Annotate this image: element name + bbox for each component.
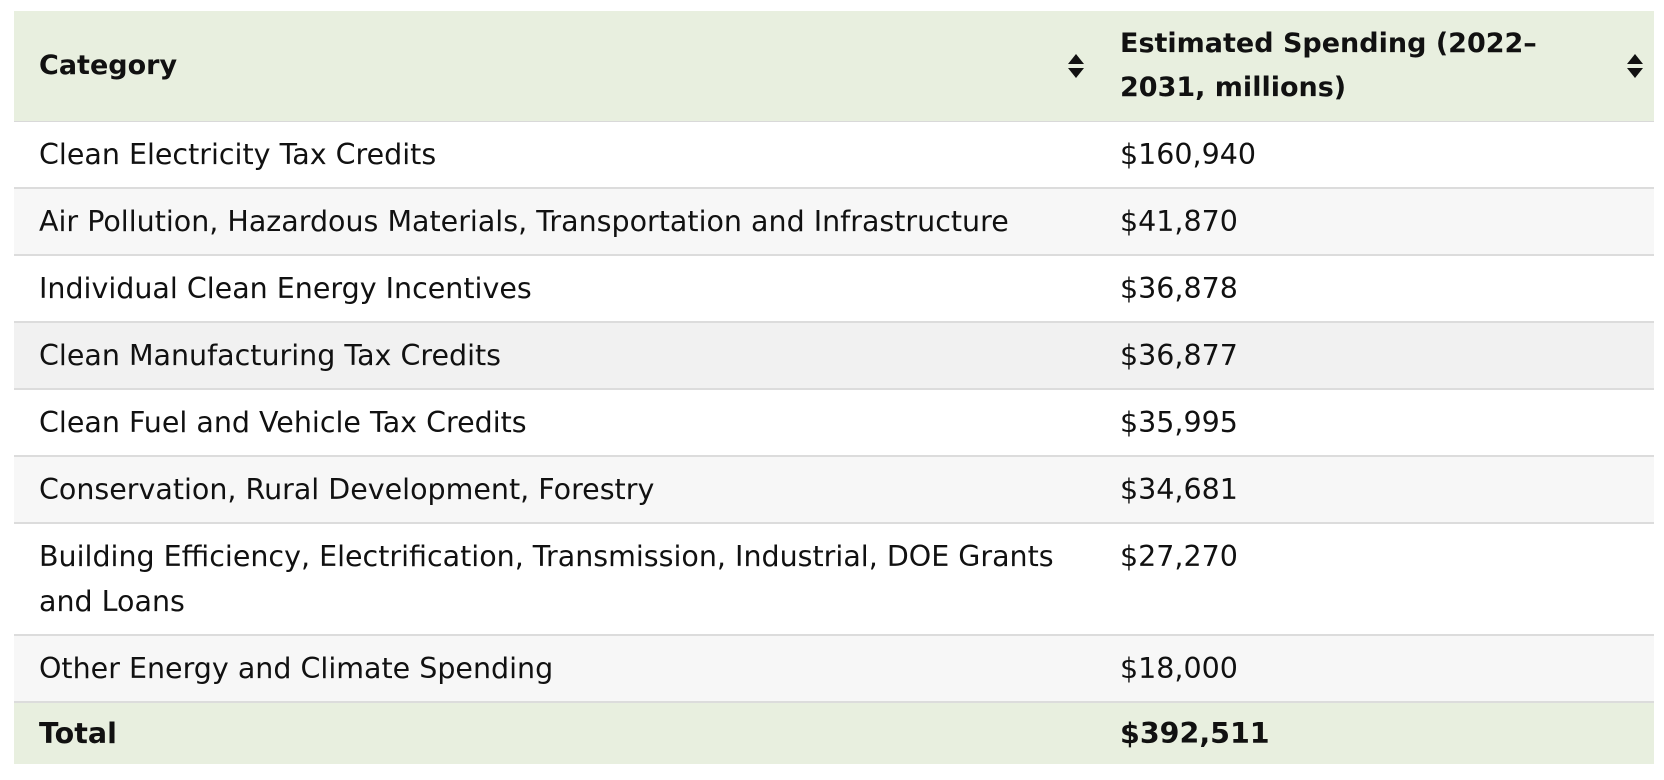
- column-header-spending[interactable]: Estimated Spending (2022–2031, millions): [1095, 11, 1654, 122]
- table-row: Conservation, Rural Development, Forestr…: [14, 456, 1654, 524]
- table-row: Clean Electricity Tax Credits $160,940: [14, 121, 1654, 189]
- table-row: Other Energy and Climate Spending $18,00…: [14, 635, 1654, 703]
- category-cell: Conservation, Rural Development, Forestr…: [14, 456, 1095, 524]
- table-row: Clean Fuel and Vehicle Tax Credits $35,9…: [14, 389, 1654, 457]
- sort-updown-icon[interactable]: [1067, 53, 1085, 79]
- table-total-row: Total $392,511: [14, 702, 1654, 764]
- table-header-row: Category Estimated Spending (2022–2031, …: [14, 11, 1654, 122]
- table-row: Clean Manufacturing Tax Credits $36,877: [14, 322, 1654, 390]
- spending-cell: $27,270: [1095, 523, 1654, 636]
- column-header-label: Category: [39, 50, 178, 81]
- spending-cell: $35,995: [1095, 389, 1654, 457]
- category-cell: Clean Fuel and Vehicle Tax Credits: [14, 389, 1095, 457]
- table-row: Building Efficiency, Electrification, Tr…: [14, 523, 1654, 636]
- spending-table-container: Category Estimated Spending (2022–2031, …: [14, 11, 1654, 764]
- column-header-category[interactable]: Category: [14, 11, 1095, 122]
- category-cell: Individual Clean Energy Incentives: [14, 255, 1095, 323]
- category-cell: Air Pollution, Hazardous Materials, Tran…: [14, 188, 1095, 256]
- spending-cell: $34,681: [1095, 456, 1654, 524]
- category-cell: Other Energy and Climate Spending: [14, 635, 1095, 703]
- spending-cell: $18,000: [1095, 635, 1654, 703]
- table-row: Individual Clean Energy Incentives $36,8…: [14, 255, 1654, 323]
- category-cell: Building Efficiency, Electrification, Tr…: [14, 523, 1095, 636]
- column-header-label: Estimated Spending (2022–2031, millions): [1120, 28, 1537, 103]
- category-cell: Clean Electricity Tax Credits: [14, 121, 1095, 189]
- spending-table: Category Estimated Spending (2022–2031, …: [14, 11, 1654, 764]
- sort-updown-icon[interactable]: [1626, 53, 1644, 79]
- spending-cell: $36,878: [1095, 255, 1654, 323]
- total-value: $392,511: [1095, 702, 1654, 764]
- spending-cell: $36,877: [1095, 322, 1654, 390]
- spending-cell: $41,870: [1095, 188, 1654, 256]
- table-row: Air Pollution, Hazardous Materials, Tran…: [14, 188, 1654, 256]
- spending-cell: $160,940: [1095, 121, 1654, 189]
- category-cell: Clean Manufacturing Tax Credits: [14, 322, 1095, 390]
- total-label: Total: [14, 702, 1095, 764]
